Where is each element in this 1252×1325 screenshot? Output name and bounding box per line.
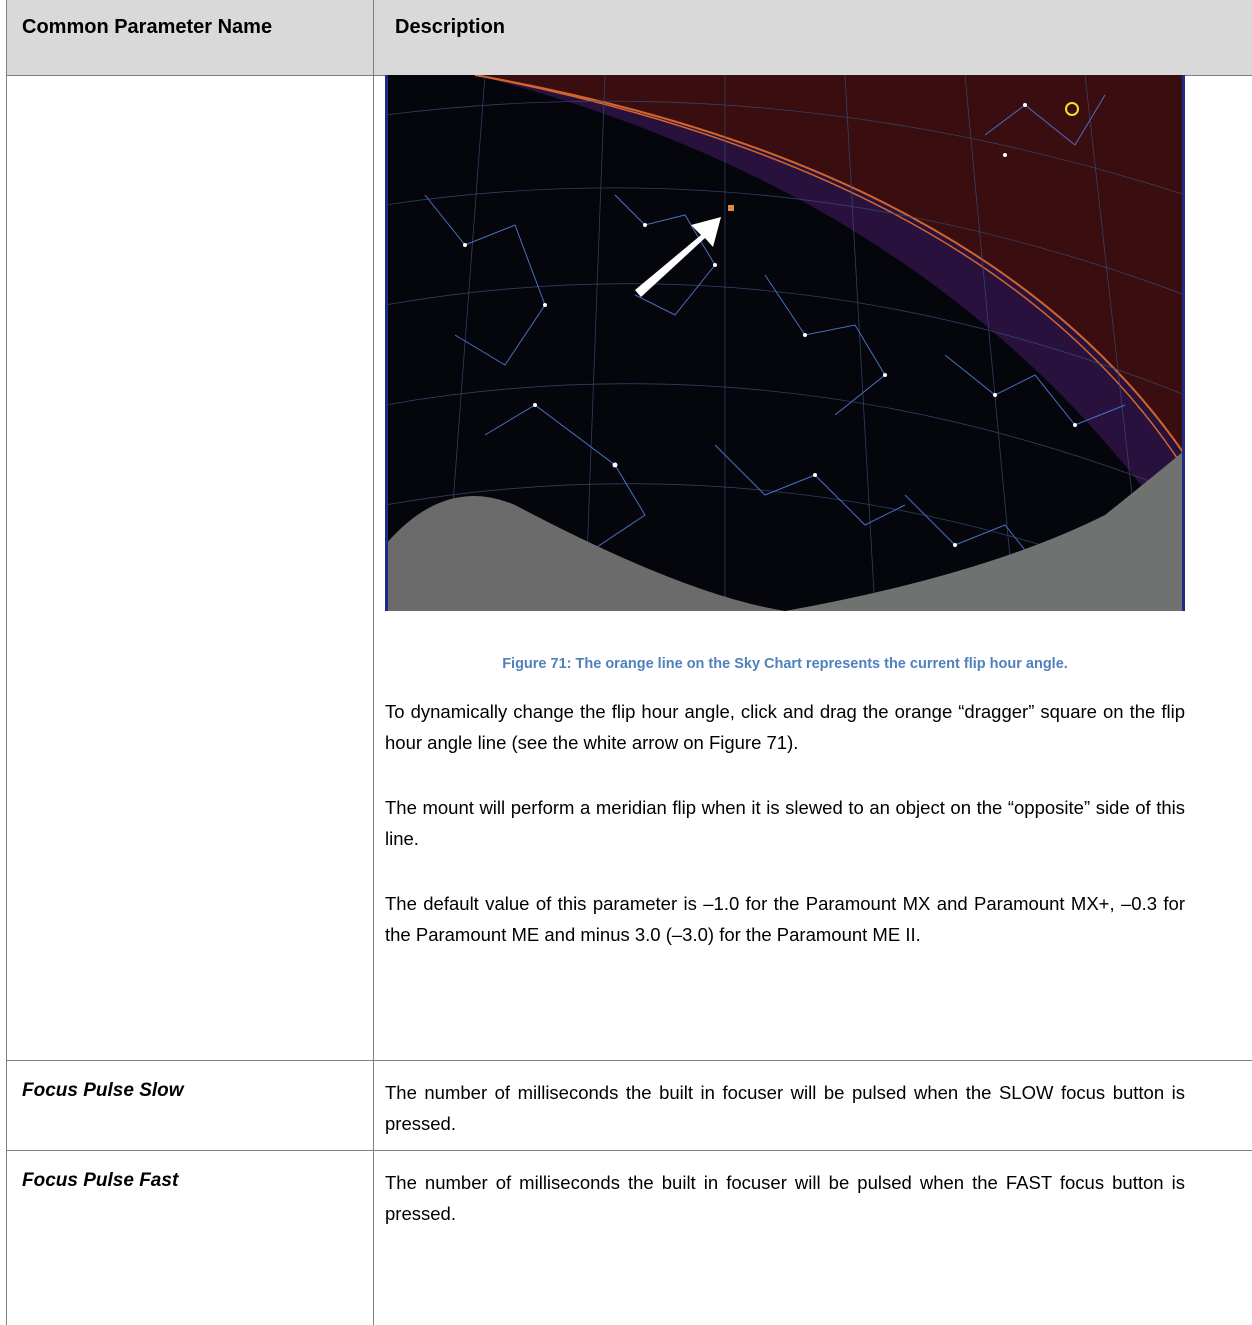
sky-chart-image (385, 75, 1185, 611)
figure-caption: Figure 71: The orange line on the Sky Ch… (502, 656, 1068, 672)
border (373, 0, 374, 1325)
row-border (6, 1150, 1252, 1151)
border (6, 0, 7, 1325)
parameter-name: Focus Pulse Slow (22, 1080, 184, 1101)
paragraph: To dynamically change the flip hour angl… (385, 701, 1185, 753)
description: The number of milliseconds the built in … (385, 1077, 1185, 1173)
paragraph: The default value of this parameter is –… (385, 893, 1185, 945)
table-header: Common Parameter Name Description (6, 0, 1252, 76)
description: To dynamically change the flip hour angl… (385, 696, 1185, 984)
row-border (6, 1060, 1252, 1061)
paragraph: The number of milliseconds the built in … (385, 1082, 1185, 1134)
paragraph: The mount will perform a meridian flip w… (385, 797, 1185, 849)
parameter-name: Focus Pulse Fast (22, 1170, 179, 1191)
header-cell: Description (395, 16, 506, 38)
header-cell: Common Parameter Name (22, 16, 273, 38)
paragraph: The number of milliseconds the built in … (385, 1172, 1185, 1224)
description: The number of milliseconds the built in … (385, 1167, 1185, 1263)
